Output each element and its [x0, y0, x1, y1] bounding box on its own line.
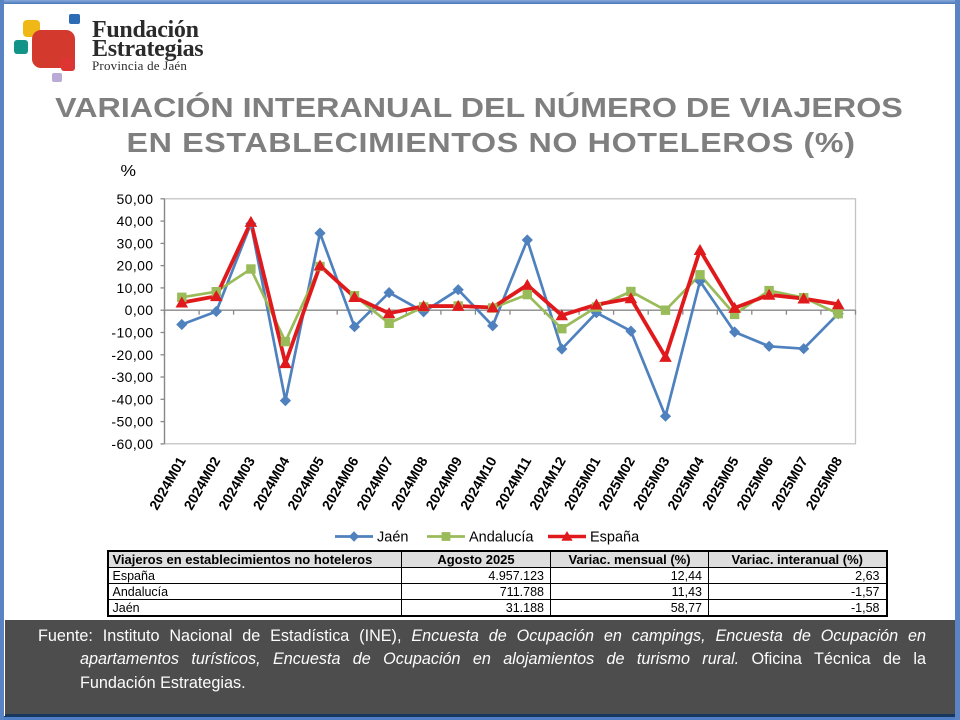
svg-text:30,00: 30,00: [116, 235, 153, 251]
svg-text:Jaén: Jaén: [377, 530, 408, 546]
svg-text:-30,00: -30,00: [111, 369, 153, 385]
svg-text:España: España: [590, 530, 640, 546]
svg-text:-50,00: -50,00: [111, 414, 153, 430]
svg-text:-40,00: -40,00: [111, 391, 153, 407]
svg-text:20,00: 20,00: [116, 258, 153, 274]
svg-text:-60,00: -60,00: [111, 436, 153, 452]
svg-text:0,00: 0,00: [125, 302, 154, 318]
svg-text:-20,00: -20,00: [111, 347, 153, 363]
svg-text:-10,00: -10,00: [111, 325, 153, 341]
svg-text:Andalucía: Andalucía: [469, 530, 534, 546]
svg-text:%: %: [121, 163, 137, 180]
svg-text:10,00: 10,00: [116, 280, 153, 296]
svg-text:50,00: 50,00: [116, 191, 153, 207]
svg-text:40,00: 40,00: [116, 213, 153, 229]
